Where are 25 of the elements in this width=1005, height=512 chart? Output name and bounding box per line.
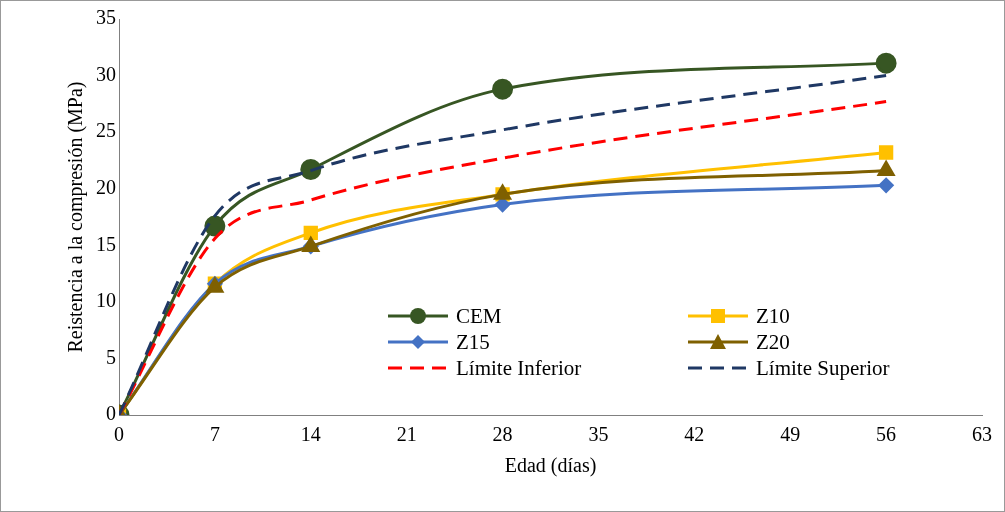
y-tick-label: 25 [96,119,116,142]
x-tick-label: 28 [492,423,513,446]
y-tick-label: 20 [96,175,116,198]
x-tick-label: 49 [780,423,801,446]
x-tick-label: 14 [300,423,321,446]
x-tick-label: 21 [396,423,417,446]
legend-label: Límite Superior [756,355,890,381]
y-tick-label: 30 [96,62,116,85]
x-tick-label: 63 [972,423,992,446]
legend-label: CEM [456,303,502,329]
y-tick-label: 15 [96,232,116,255]
x-tick-label: 56 [876,423,897,446]
x-tick-label: 7 [209,423,220,446]
legend-label: Z15 [456,329,490,355]
legend-label: Z10 [756,303,790,329]
y-tick-label: 35 [96,6,116,29]
x-tick-label: 42 [684,423,705,446]
legend-label: Límite Inferior [456,355,582,381]
x-tick-label: 35 [588,423,609,446]
legend-label: Z20 [756,329,790,355]
y-tick-label: 0 [106,402,116,425]
x-axis-title: Edad (días) [504,454,597,478]
y-tick-label: 5 [106,345,116,368]
y-axis-title: Reistencia a la compresión (MPa) [64,81,88,353]
y-tick-label: 10 [96,289,116,312]
